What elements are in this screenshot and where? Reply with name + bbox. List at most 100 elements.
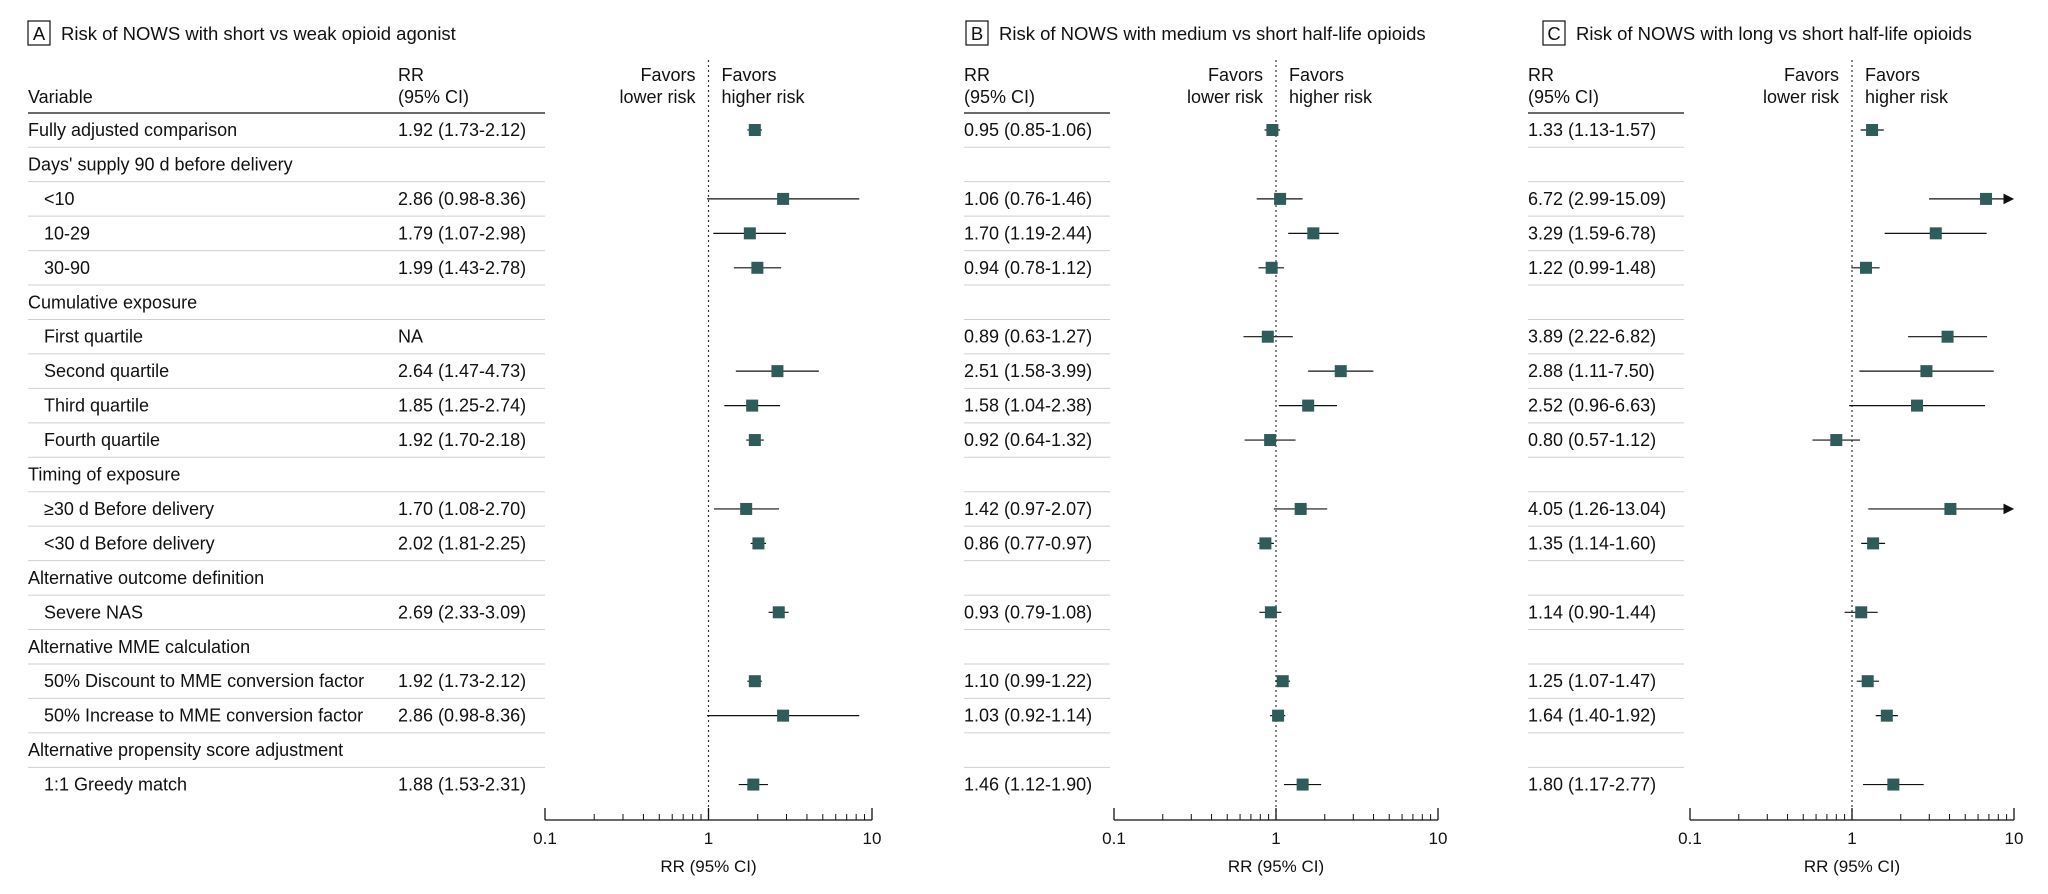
point-estimate bbox=[1259, 537, 1272, 550]
rr-value: 2.64 (1.47-4.73) bbox=[398, 361, 526, 381]
rr-value: 2.69 (2.33-3.09) bbox=[398, 602, 526, 622]
rr-value: 2.86 (0.98-8.36) bbox=[398, 189, 526, 209]
point-estimate bbox=[752, 537, 765, 550]
row-label: First quartile bbox=[44, 327, 143, 347]
rr-value: 1.33 (1.13-1.57) bbox=[1528, 120, 1656, 140]
rr-value: 1.70 (1.19-2.44) bbox=[964, 223, 1092, 243]
point-estimate bbox=[1296, 778, 1309, 791]
rr-value: 2.88 (1.11-7.50) bbox=[1528, 361, 1655, 381]
rr-header-ci: (95% CI) bbox=[398, 87, 469, 107]
x-axis-label: RR (95% CI) bbox=[660, 857, 756, 876]
rr-value: 1.22 (0.99-1.48) bbox=[1528, 258, 1656, 278]
point-estimate bbox=[772, 606, 785, 619]
point-estimate bbox=[1861, 675, 1874, 688]
favors-lower-label: Favors bbox=[1784, 65, 1839, 85]
rr-value: 1.92 (1.73-2.12) bbox=[398, 120, 526, 140]
row-label: 10-29 bbox=[44, 223, 90, 243]
point-estimate bbox=[1302, 399, 1315, 412]
group-label: Days' supply 90 d before delivery bbox=[28, 154, 293, 174]
row-label: ≥30 d Before delivery bbox=[44, 499, 214, 519]
row-label: <30 d Before delivery bbox=[44, 533, 215, 553]
rr-value: 0.86 (0.77-0.97) bbox=[964, 533, 1092, 553]
row-label: Fully adjusted comparison bbox=[28, 120, 237, 140]
rr-header-ci: (95% CI) bbox=[964, 87, 1035, 107]
rr-header-ci: (95% CI) bbox=[1528, 87, 1599, 107]
rr-value: 1.92 (1.70-2.18) bbox=[398, 430, 526, 450]
tick-label: 0.1 bbox=[1102, 829, 1126, 848]
rr-value: 1.14 (0.90-1.44) bbox=[1528, 602, 1656, 622]
point-estimate bbox=[748, 434, 761, 447]
rr-header: RR bbox=[964, 65, 990, 85]
favors-higher-label: Favors bbox=[722, 65, 777, 85]
point-estimate bbox=[1887, 778, 1900, 791]
point-estimate bbox=[1265, 261, 1278, 274]
point-estimate bbox=[1880, 709, 1893, 722]
rr-value: NA bbox=[398, 327, 423, 347]
point-estimate bbox=[1272, 709, 1285, 722]
rr-value: 2.51 (1.58-3.99) bbox=[964, 361, 1092, 381]
point-estimate bbox=[1929, 227, 1942, 240]
favors-higher-label: higher risk bbox=[722, 87, 806, 107]
point-estimate bbox=[1980, 192, 1993, 205]
row-label: 50% Discount to MME conversion factor bbox=[44, 671, 364, 691]
row-label: Severe NAS bbox=[44, 602, 143, 622]
point-estimate bbox=[1944, 502, 1957, 515]
row-label: 30-90 bbox=[44, 258, 90, 278]
rr-value: 1.03 (0.92-1.14) bbox=[964, 706, 1092, 726]
rr-value: 3.89 (2.22-6.82) bbox=[1528, 327, 1656, 347]
group-label: Timing of exposure bbox=[28, 465, 180, 485]
tick-label: 0.1 bbox=[1678, 829, 1702, 848]
rr-value: 1.64 (1.40-1.92) bbox=[1528, 706, 1656, 726]
point-estimate bbox=[748, 124, 761, 136]
rr-value: 2.52 (0.96-6.63) bbox=[1528, 396, 1656, 416]
point-estimate bbox=[1920, 365, 1933, 378]
point-estimate bbox=[1264, 606, 1277, 619]
rr-value: 3.29 (1.59-6.78) bbox=[1528, 223, 1656, 243]
tick-label: 10 bbox=[863, 829, 882, 848]
group-label: Alternative MME calculation bbox=[28, 637, 250, 657]
panel-letter-box bbox=[1542, 20, 1566, 46]
rr-value: 1.46 (1.12-1.90) bbox=[964, 775, 1092, 795]
panel-title: Risk of NOWS with medium vs short half-l… bbox=[999, 23, 1426, 44]
point-estimate bbox=[1941, 330, 1954, 343]
point-estimate bbox=[1334, 365, 1347, 378]
rr-value: 1.70 (1.08-2.70) bbox=[398, 499, 526, 519]
point-estimate bbox=[1266, 124, 1279, 136]
rr-value: 0.95 (0.85-1.06) bbox=[964, 120, 1092, 140]
point-estimate bbox=[1911, 399, 1924, 412]
rr-value: 1.92 (1.73-2.12) bbox=[398, 671, 526, 691]
rr-value: 0.92 (0.64-1.32) bbox=[964, 430, 1092, 450]
tick-label: 10 bbox=[2005, 829, 2024, 848]
rr-header: RR bbox=[398, 65, 424, 85]
point-estimate bbox=[777, 192, 790, 205]
rr-value: 0.94 (0.78-1.12) bbox=[964, 258, 1092, 278]
group-label: Cumulative exposure bbox=[28, 292, 197, 312]
favors-higher-label: Favors bbox=[1865, 65, 1920, 85]
point-estimate bbox=[1276, 675, 1289, 688]
point-estimate bbox=[1294, 502, 1307, 515]
rr-header: RR bbox=[1528, 65, 1554, 85]
tick-label: 0.1 bbox=[533, 829, 557, 848]
point-estimate bbox=[748, 675, 761, 688]
rr-value: 6.72 (2.99-15.09) bbox=[1528, 189, 1666, 209]
rr-value: 1.25 (1.07-1.47) bbox=[1528, 671, 1656, 691]
row-label: <10 bbox=[44, 189, 75, 209]
rr-value: 4.05 (1.26-13.04) bbox=[1528, 499, 1666, 519]
point-estimate bbox=[777, 709, 790, 722]
point-estimate bbox=[1261, 330, 1274, 343]
point-estimate bbox=[747, 778, 760, 791]
point-estimate bbox=[1866, 124, 1879, 136]
variable-header: Variable bbox=[28, 87, 93, 107]
point-estimate bbox=[1855, 606, 1868, 619]
point-estimate bbox=[743, 227, 756, 240]
rr-value: 0.80 (0.57-1.12) bbox=[1528, 430, 1656, 450]
favors-lower-label: Favors bbox=[640, 65, 695, 85]
point-estimate bbox=[1830, 434, 1843, 447]
point-estimate bbox=[1264, 434, 1277, 447]
point-estimate bbox=[1307, 227, 1320, 240]
rr-value: 1.10 (0.99-1.22) bbox=[964, 671, 1092, 691]
panel-title: Risk of NOWS with short vs weak opioid a… bbox=[61, 23, 456, 44]
favors-lower-label: Favors bbox=[1208, 65, 1263, 85]
rr-value: 1.58 (1.04-2.38) bbox=[964, 396, 1092, 416]
rr-value: 1.85 (1.25-2.74) bbox=[398, 396, 526, 416]
